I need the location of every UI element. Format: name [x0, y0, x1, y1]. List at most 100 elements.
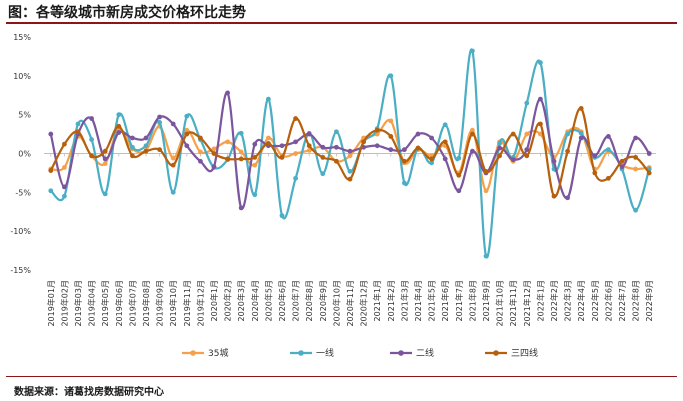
- data-point-三四线: [429, 156, 434, 162]
- data-point-二线: [633, 135, 638, 141]
- data-point-二线: [388, 147, 394, 153]
- data-point-一线: [538, 60, 543, 66]
- data-point-一线: [266, 96, 271, 102]
- x-tick-label: 2021年8月: [467, 280, 477, 321]
- x-tick-label: 2022年2月: [549, 280, 559, 321]
- title-divider: [6, 22, 677, 24]
- x-tick-label: 2020年5月: [263, 280, 273, 321]
- data-point-二线: [606, 134, 611, 139]
- data-point-二线: [130, 135, 135, 141]
- data-source-note: 数据来源：诸葛找房数据研究中心: [14, 387, 164, 398]
- data-point-35城: [388, 118, 394, 124]
- x-tick-label: 2020年4月: [250, 280, 260, 321]
- data-point-35城: [184, 127, 190, 133]
- y-tick-label: -5%: [15, 188, 31, 197]
- data-point-35城: [252, 162, 258, 168]
- data-point-一线: [184, 113, 190, 119]
- x-tick-label: 2020年7月: [291, 280, 301, 321]
- data-point-二线: [374, 143, 380, 149]
- x-tick-label: 2020年9月: [318, 280, 328, 321]
- data-point-二线: [62, 184, 67, 190]
- x-tick-label: 2021年10月: [495, 280, 505, 327]
- data-point-35城: [266, 135, 271, 141]
- data-point-一线: [48, 188, 54, 194]
- data-point-二线: [578, 135, 584, 141]
- data-point-二线: [306, 131, 312, 137]
- footer-divider: [6, 376, 677, 377]
- data-point-三四线: [578, 106, 584, 111]
- x-tick-label: 2022年8月: [631, 280, 641, 321]
- data-point-35城: [293, 151, 298, 156]
- data-point-一线: [565, 131, 570, 137]
- data-point-35城: [170, 155, 176, 161]
- x-tick-label: 2020年2月: [223, 280, 233, 321]
- data-point-35城: [198, 149, 203, 155]
- data-point-二线: [456, 188, 462, 194]
- data-point-三四线: [225, 156, 231, 162]
- data-point-35城: [102, 161, 108, 166]
- data-point-三四线: [565, 148, 570, 154]
- x-tick-label: 2020年8月: [304, 280, 314, 321]
- legend-label: 三四线: [511, 347, 538, 359]
- data-point-二线: [429, 135, 434, 141]
- x-tick-label: 2019年12月: [195, 280, 205, 327]
- data-point-三四线: [606, 175, 611, 181]
- data-point-一线: [89, 137, 94, 142]
- data-point-三四线: [619, 158, 625, 164]
- data-point-三四线: [279, 154, 285, 160]
- data-point-一线: [170, 189, 176, 195]
- data-point-三四线: [75, 129, 81, 135]
- data-point-一线: [606, 147, 611, 153]
- x-tick-label: 2021年12月: [522, 280, 532, 327]
- data-point-三四线: [592, 170, 598, 176]
- data-point-二线: [320, 144, 326, 150]
- data-point-二线: [619, 164, 625, 170]
- y-tick-label: 0%: [18, 150, 31, 159]
- data-point-三四线: [48, 168, 54, 173]
- data-point-三四线: [347, 176, 353, 182]
- data-point-35城: [483, 188, 489, 194]
- x-tick-label: 2020年10月: [331, 280, 341, 327]
- data-point-一线: [320, 171, 326, 177]
- data-point-三四线: [320, 154, 326, 160]
- data-point-三四线: [361, 139, 366, 145]
- data-point-35城: [306, 147, 312, 153]
- data-point-一线: [442, 122, 448, 128]
- x-tick-label: 2019年09月: [155, 280, 165, 327]
- data-point-二线: [347, 148, 353, 154]
- data-point-一线: [334, 129, 339, 135]
- data-point-三四线: [442, 139, 448, 145]
- data-point-三四线: [62, 141, 67, 147]
- data-point-一线: [279, 213, 285, 219]
- data-point-三四线: [170, 162, 176, 168]
- x-tick-label: 2022年5月: [590, 280, 600, 321]
- data-point-三四线: [89, 153, 94, 159]
- data-point-三四线: [524, 153, 530, 159]
- data-point-二线: [415, 131, 421, 137]
- data-point-三四线: [470, 131, 475, 137]
- data-point-三四线: [143, 148, 149, 154]
- data-point-三四线: [116, 123, 122, 129]
- x-tick-label: 2019年04月: [87, 280, 97, 327]
- data-point-一线: [252, 192, 258, 198]
- data-point-一线: [130, 144, 135, 150]
- data-point-二线: [225, 90, 231, 96]
- x-tick-label: 2022年1月: [535, 280, 545, 321]
- data-point-二线: [48, 131, 54, 137]
- data-point-二线: [143, 135, 149, 141]
- x-tick-label: 2021年2月: [386, 280, 396, 321]
- data-point-二线: [334, 144, 339, 150]
- data-point-二线: [116, 130, 122, 135]
- data-point-三四线: [402, 158, 407, 164]
- data-point-一线: [347, 168, 353, 174]
- data-point-一线: [429, 160, 434, 166]
- data-point-一线: [75, 121, 81, 127]
- data-point-一线: [497, 141, 502, 146]
- x-tick-label: 2019年03月: [73, 280, 83, 327]
- x-tick-label: 2022年3月: [563, 280, 573, 321]
- data-point-二线: [157, 114, 163, 120]
- data-point-三四线: [633, 154, 638, 160]
- data-point-35城: [62, 165, 67, 170]
- data-point-三四线: [415, 145, 421, 151]
